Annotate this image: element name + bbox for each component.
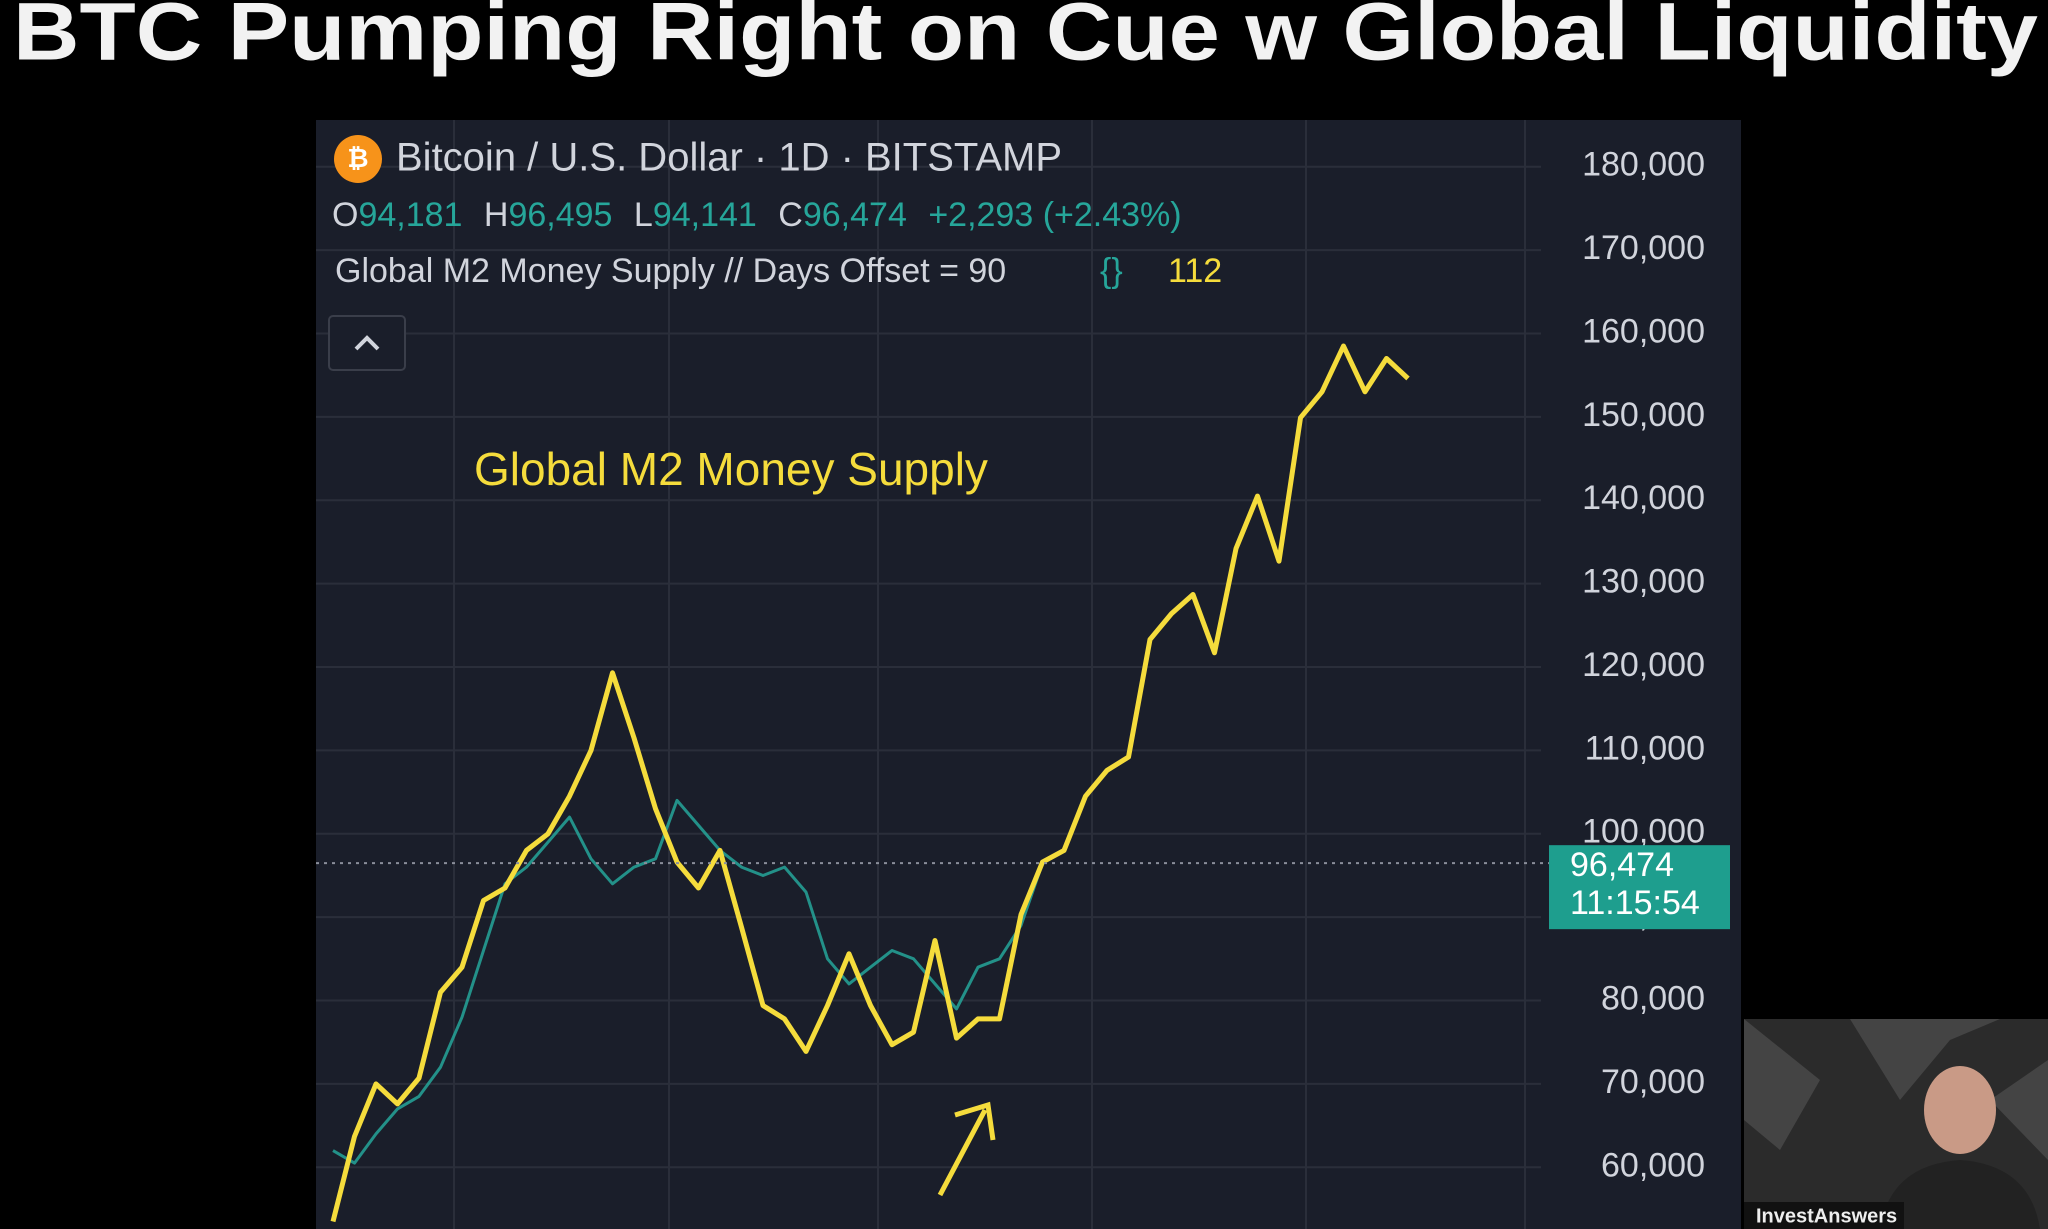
- h-label: H: [484, 196, 509, 234]
- indicator-icon: {}: [1100, 252, 1123, 290]
- y-tick-label: 170,000: [1582, 229, 1705, 267]
- y-tick-label: 80,000: [1601, 980, 1705, 1018]
- webcam-label-bg: [1744, 1202, 1904, 1229]
- series-line: [332, 798, 1044, 1165]
- y-tick-label: 120,000: [1582, 646, 1705, 684]
- ohlc: O94,181 H96,495 L94,141 C96,474 +2,293 (…: [332, 196, 1182, 234]
- o-label: O: [332, 196, 358, 234]
- webcam-label: InvestAnswers: [1756, 1205, 1897, 1227]
- collapse-icon: [354, 335, 380, 351]
- grid: 60,00070,00080,00090,000100,000110,00012…: [316, 146, 1705, 1184]
- y-tick-label: 160,000: [1582, 312, 1705, 350]
- indicator: Global M2 Money Supply // Days Offset = …: [335, 252, 1006, 290]
- webcam-person-head: [1924, 1066, 1996, 1154]
- y-tick-label: 140,000: [1582, 479, 1705, 517]
- btc-logo-glyph: ₿: [347, 143, 368, 173]
- btc-logo: [334, 135, 382, 183]
- c-value: 96,474: [803, 196, 907, 234]
- y-tick-label: 180,000: [1582, 146, 1705, 184]
- price-tag-value: 96,474: [1570, 846, 1674, 884]
- marks: [330, 343, 1410, 1223]
- y-tick-label: 150,000: [1582, 396, 1705, 434]
- l-label: L: [634, 196, 653, 234]
- change: +2,293 (+2.43%): [928, 196, 1181, 234]
- arrow: [937, 1101, 996, 1197]
- y-tick-label: 70,000: [1601, 1063, 1705, 1101]
- h-value: 96,495: [508, 196, 612, 234]
- y-tick-label: 130,000: [1582, 563, 1705, 601]
- l-value: 94,141: [653, 196, 757, 234]
- o-value: 94,181: [358, 196, 462, 234]
- y-tick-label: 110,000: [1585, 729, 1705, 767]
- chart-panel: [316, 120, 1741, 1229]
- c-label: C: [778, 196, 803, 234]
- indicator-value: 112: [1168, 252, 1222, 290]
- series-line: [330, 343, 1410, 1223]
- price-tag: [1549, 845, 1730, 930]
- symbol: Bitcoin / U.S. Dollar · 1D · BITSTAMP: [396, 136, 1062, 180]
- video-title: BTC Pumping Right on Cue w Global Liquid…: [13, 0, 2038, 78]
- collapse-button[interactable]: [328, 315, 406, 371]
- webcam-background: [1744, 1019, 2048, 1160]
- y-tick-label: 60,000: [1601, 1146, 1705, 1184]
- annotation: Global M2 Money Supply: [474, 443, 988, 495]
- vertical-grid: [453, 120, 1526, 1229]
- y-tick-label: 100,000: [1582, 813, 1705, 851]
- price-tag-time: 11:15:54: [1570, 884, 1700, 922]
- webcam-person-body: [1880, 1160, 2040, 1229]
